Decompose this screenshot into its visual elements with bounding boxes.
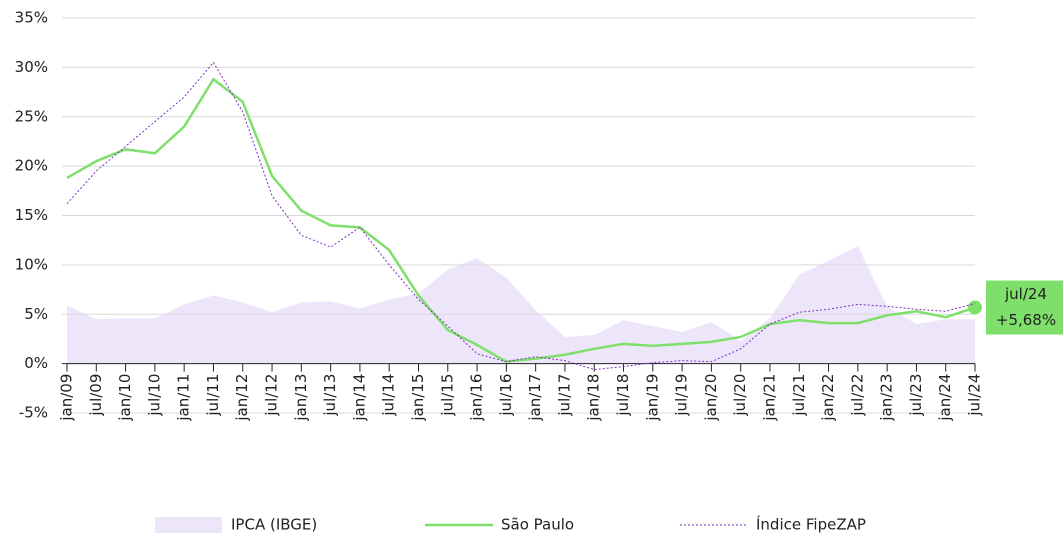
x-tick-label: jan/21	[760, 374, 778, 422]
x-tick-label: jul/20	[731, 374, 749, 417]
x-tick-label: jan/11	[175, 374, 193, 422]
x-tick-label: jan/24	[936, 374, 954, 422]
x-tick-label: jul/09	[87, 374, 105, 417]
area	[67, 246, 975, 364]
x-tick-label: jul/14	[380, 374, 398, 417]
x-tick-label: jan/13	[292, 374, 310, 422]
y-tick-label: 15%	[15, 206, 48, 224]
x-tick-label: jul/19	[673, 374, 691, 417]
legend-swatch	[155, 517, 222, 533]
x-tick-label: jan/12	[233, 374, 251, 422]
y-tick-label: -5%	[19, 404, 48, 422]
legend-label: São Paulo	[501, 516, 574, 534]
legend-label: IPCA (IBGE)	[231, 516, 317, 534]
line	[66, 77, 976, 363]
x-tick-label: jan/09	[58, 374, 76, 422]
x-tick-label: jan/20	[702, 374, 720, 422]
end-dot	[968, 300, 982, 315]
x-tick-label: jan/22	[819, 374, 837, 422]
y-tick-label: 30%	[15, 58, 48, 76]
y-tick-label: 35%	[15, 9, 48, 27]
legend-label: Índice FipeZAP	[756, 515, 866, 534]
y-tick-label: 10%	[15, 255, 48, 273]
x-tick-label: jul/18	[614, 374, 632, 417]
data-label: +5,68%	[996, 311, 1056, 329]
x-tick-label: jan/18	[585, 374, 603, 422]
x-tick-label: jan/19	[643, 374, 661, 422]
x-tick-label: jul/10	[145, 374, 163, 417]
x-tick-label: jul/21	[790, 374, 808, 417]
x-tick-label: jul/15	[438, 374, 456, 417]
y-tick-label: 0%	[24, 354, 48, 372]
x-tick-label: jan/16	[468, 374, 486, 422]
y-tick-label: 20%	[15, 157, 48, 175]
y-tick-label: 25%	[15, 107, 48, 125]
x-tick-label: jul/17	[555, 374, 573, 417]
x-tick-label: jan/17	[526, 374, 544, 422]
x-tick-label: jan/15	[409, 374, 427, 422]
label-box	[986, 280, 1063, 335]
x-tick-label: jan/23	[878, 374, 896, 422]
x-tick-label: jan/14	[350, 374, 368, 422]
x-tick-label: jul/12	[263, 374, 281, 417]
y-tick-label: 5%	[24, 305, 48, 323]
x-tick-label: jan/10	[116, 374, 134, 422]
x-tick-label: jul/24	[966, 374, 984, 417]
dotted-line	[66, 61, 976, 371]
label-date: jul/24	[1004, 285, 1047, 303]
x-tick-label: jul/11	[204, 374, 222, 417]
x-tick-label: jul/13	[321, 374, 339, 417]
x-tick-label: jul/16	[497, 374, 515, 417]
x-tick-label: jul/23	[907, 374, 925, 417]
x-tick-label: jul/22	[848, 374, 866, 417]
